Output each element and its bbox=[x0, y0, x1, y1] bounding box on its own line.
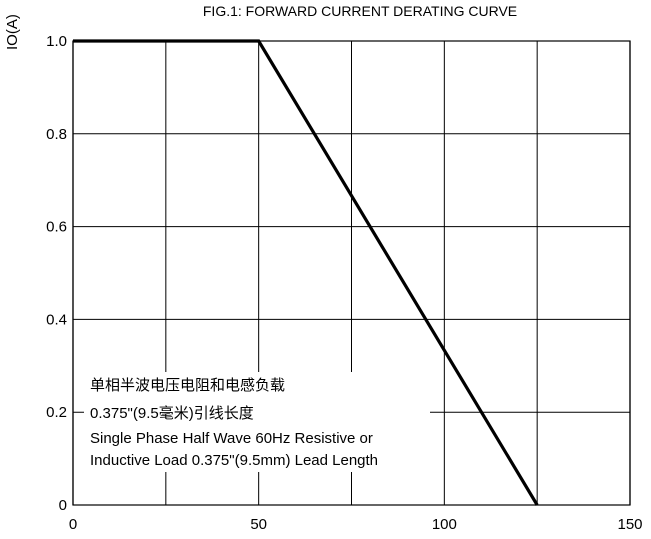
y-tick-label: 0 bbox=[59, 497, 67, 514]
grid bbox=[72, 40, 631, 506]
chart-title: FIG.1: FORWARD CURRENT DERATING CURVE bbox=[203, 3, 517, 19]
annotation-note: 单相半波电压电阻和电感负载 0.375"(9.5毫米)引线长度 Single Pha… bbox=[84, 372, 430, 472]
annotation-line: 单相半波电压电阻和电感负载 bbox=[90, 377, 285, 394]
plot-border bbox=[72, 40, 631, 506]
x-tick-label: 0 bbox=[69, 516, 77, 533]
y-tick-label: 1.0 bbox=[46, 33, 67, 50]
x-tick-label: 150 bbox=[617, 516, 642, 533]
y-tick-label: 0.4 bbox=[46, 311, 67, 328]
x-tick-label: 50 bbox=[250, 516, 267, 533]
annotation-line: Inductive Load 0.375"(9.5mm) Lead Length bbox=[90, 452, 378, 469]
annotation-line: Single Phase Half Wave 60Hz Resistive or bbox=[90, 430, 373, 447]
y-tick-label: 0.6 bbox=[46, 219, 67, 236]
derating-curve bbox=[73, 39, 539, 506]
x-tick-label: 100 bbox=[432, 516, 457, 533]
tick-labels: 0 50 100 150 0 0.2 0.4 0.6 0.8 1.0 bbox=[46, 33, 642, 533]
series-layer bbox=[73, 39, 539, 506]
y-axis-label: IO(A) bbox=[4, 14, 21, 50]
annotation-line: 0.375"(9.5毫米)引线长度 bbox=[90, 404, 254, 422]
y-tick-label: 0.2 bbox=[46, 404, 67, 421]
y-tick-label: 0.8 bbox=[46, 126, 67, 143]
annotation-background bbox=[84, 372, 430, 472]
